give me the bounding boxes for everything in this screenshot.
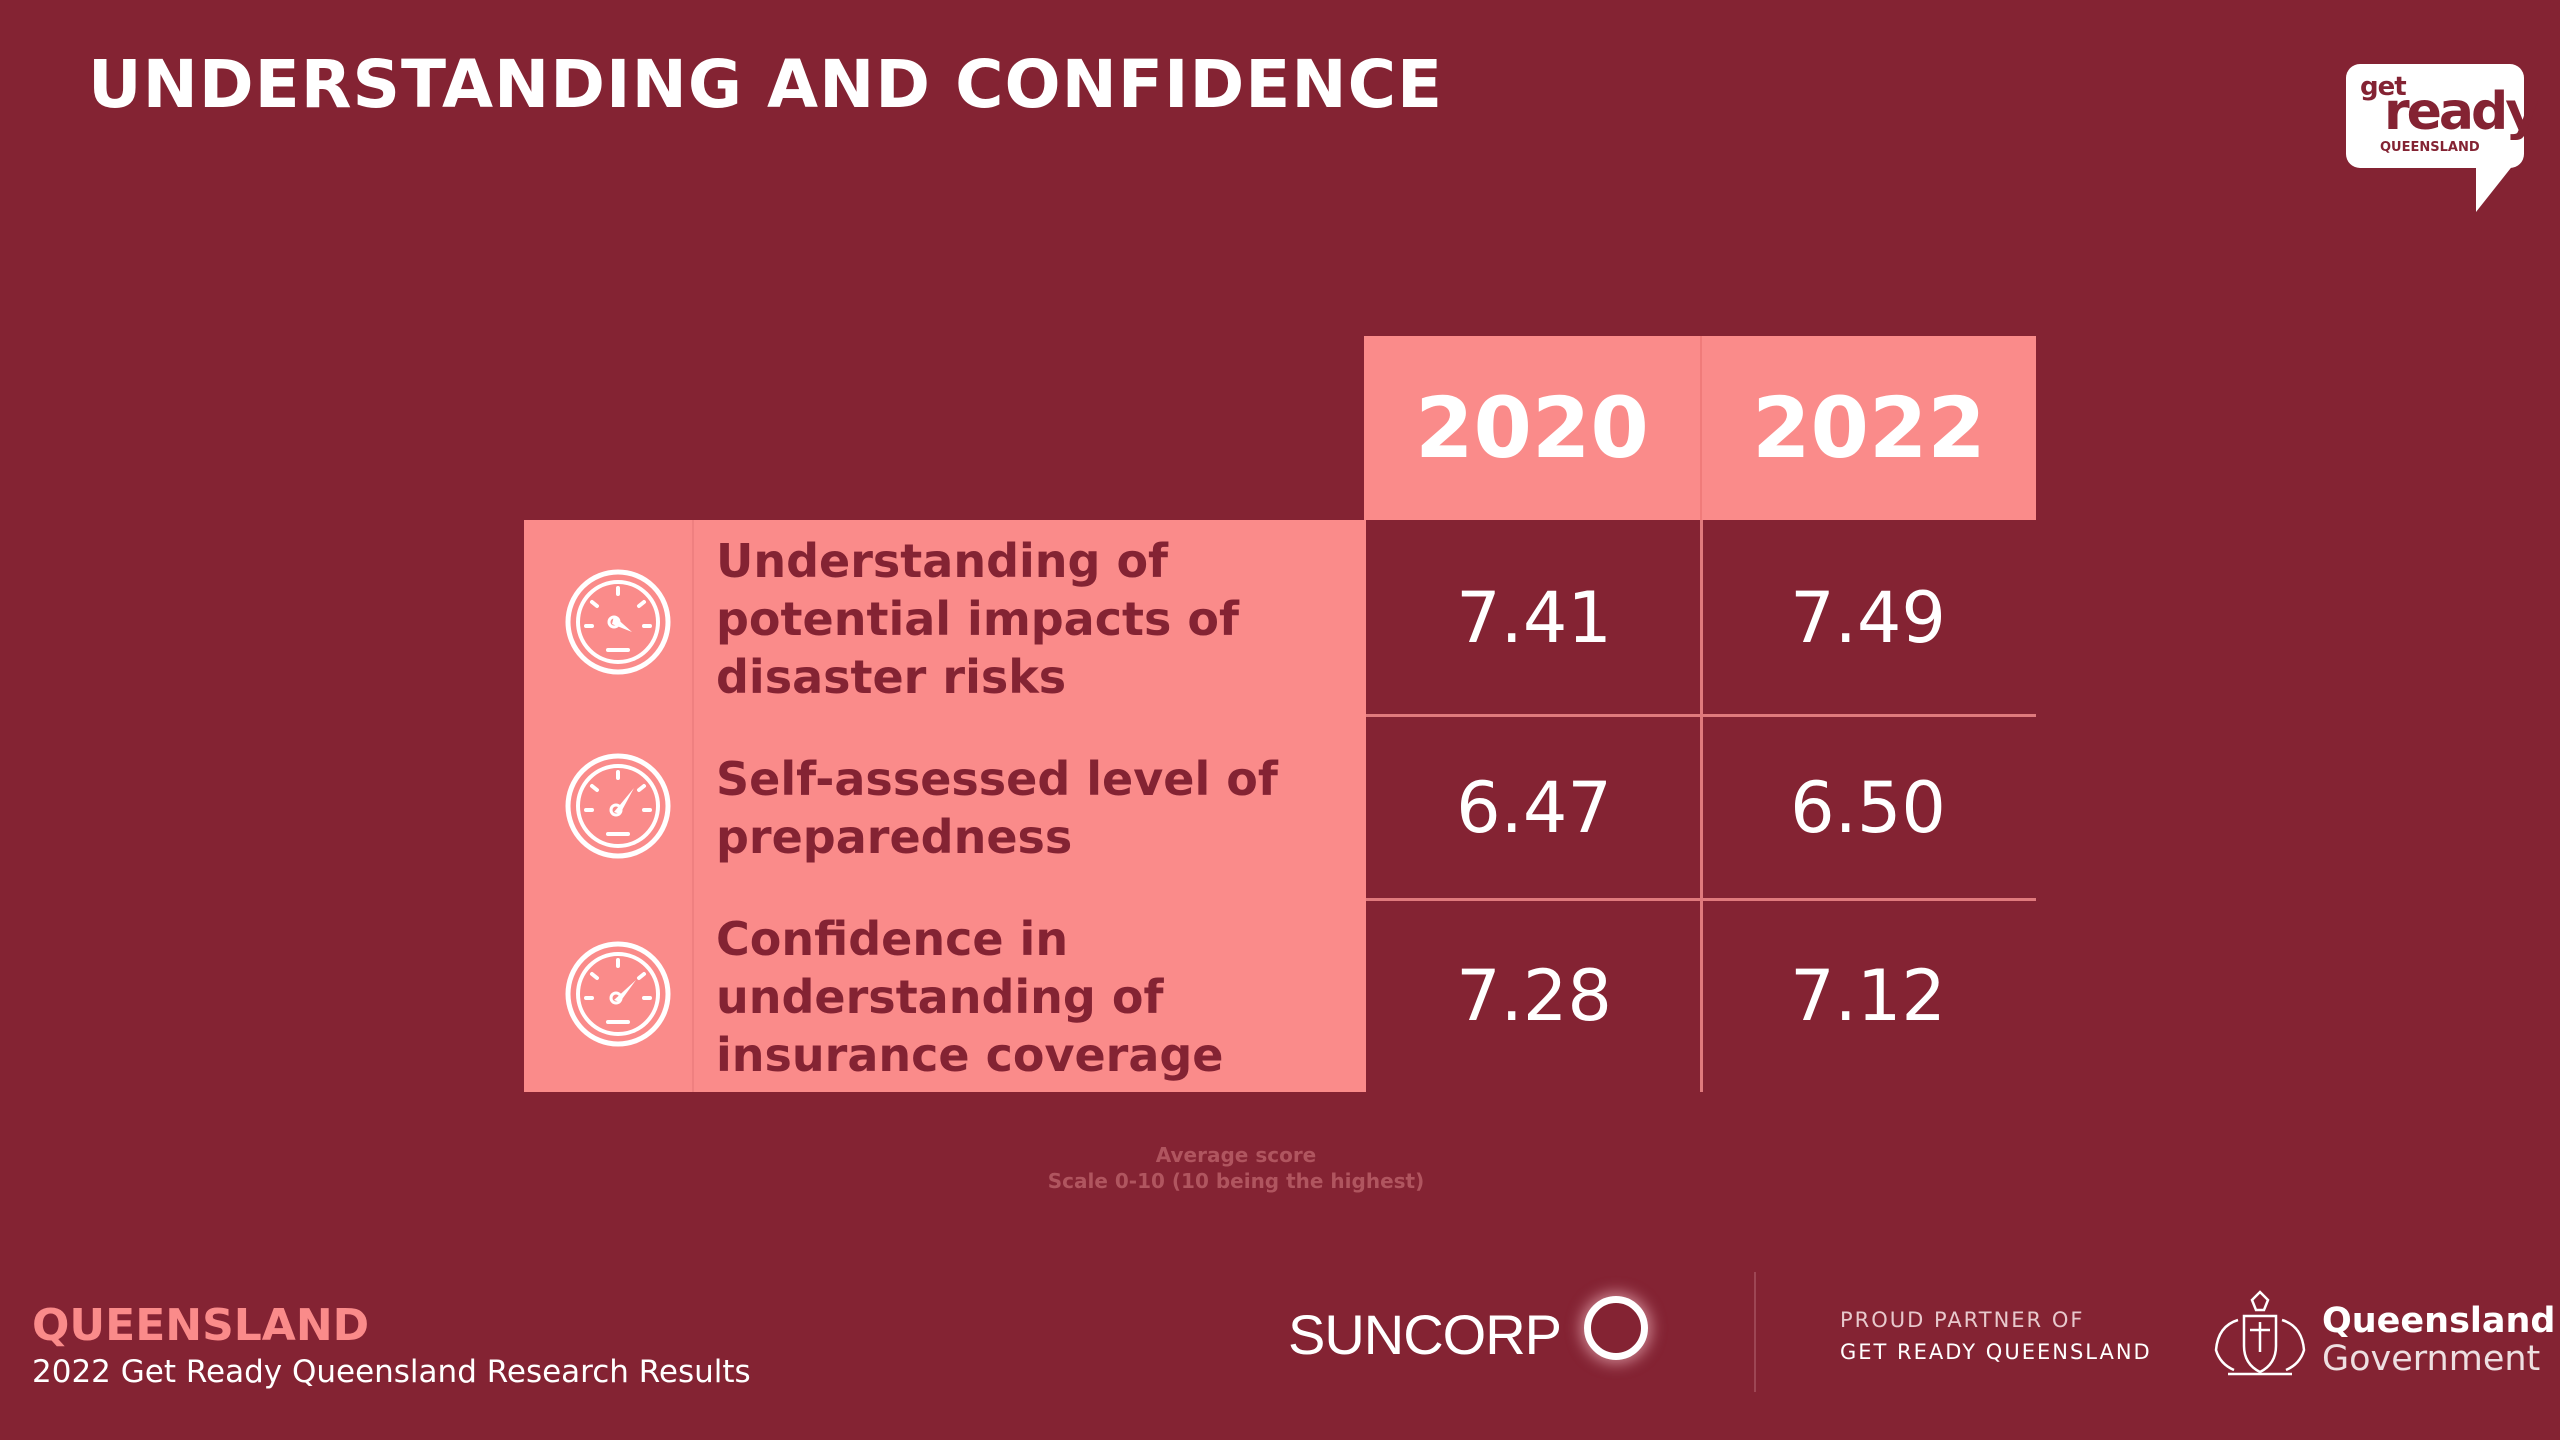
get-ready-queensland-logo: get ready QUEENSLAND	[2346, 64, 2539, 214]
partner-line-2: GET READY QUEENSLAND	[1840, 1340, 2152, 1364]
score-2020: 7.28	[1456, 955, 1612, 1037]
row-label: Self-assessed level of preparedness	[716, 752, 1278, 864]
scores-table: 2020 2022 Understanding of potential imp…	[524, 336, 2036, 1092]
note-line-1: Average score	[1155, 1143, 1317, 1167]
table-row: Understanding of potential impacts of di…	[524, 520, 2036, 716]
gauge-icon	[565, 753, 671, 859]
partner-line-1: PROUD PARTNER OF	[1840, 1308, 2085, 1332]
year-header-2022: 2022	[1700, 336, 2036, 520]
score-2022: 7.12	[1790, 955, 1946, 1037]
logo-queensland: QUEENSLAND	[2380, 140, 2480, 155]
label-column	[524, 520, 1366, 1092]
score-2020: 6.47	[1456, 767, 1612, 849]
score-2022: 6.50	[1790, 767, 1946, 849]
suncorp-logo: SUNCORP	[1288, 1303, 1562, 1366]
footer-subtitle: 2022 Get Ready Queensland Research Resul…	[32, 1354, 751, 1390]
logo-get: get	[2360, 72, 2407, 102]
footer-region: QUEENSLAND	[32, 1300, 370, 1351]
score-2020: 7.41	[1456, 577, 1612, 659]
gauge-icon	[565, 941, 671, 1047]
gauge-icon	[565, 569, 671, 675]
page-title: UNDERSTANDING AND CONFIDENCE	[88, 46, 1444, 123]
row-divider	[1366, 714, 2036, 717]
suncorp-ring-icon	[1584, 1296, 1648, 1360]
partner-text: PROUD PARTNER OF GET READY QUEENSLAND	[1840, 1304, 2152, 1368]
row-divider	[1366, 898, 2036, 901]
table-row: Confidence in understanding of insurance…	[524, 900, 2036, 1092]
gov-line-1: Queensland	[2322, 1301, 2556, 1341]
table-row: Self-assessed level of preparedness 6.47…	[524, 716, 2036, 900]
year-header-2020: 2020	[1364, 336, 1700, 520]
note-line-2: Scale 0-10 (10 being the highest)	[1047, 1169, 1425, 1193]
gov-line-2: Government	[2322, 1339, 2541, 1379]
column-divider	[1700, 520, 1703, 1092]
score-2022: 7.49	[1790, 577, 1946, 659]
row-label: Understanding of potential impacts of di…	[716, 534, 1239, 704]
logo-ready: ready	[2384, 82, 2539, 142]
queensland-crest-icon	[2214, 1290, 2306, 1376]
queensland-government-logo: Queensland Government	[2322, 1302, 2555, 1378]
row-label: Confidence in understanding of insurance…	[716, 912, 1224, 1082]
footer-divider	[1754, 1272, 1756, 1392]
scale-note: Average score Scale 0-10 (10 being the h…	[1000, 1142, 1472, 1194]
